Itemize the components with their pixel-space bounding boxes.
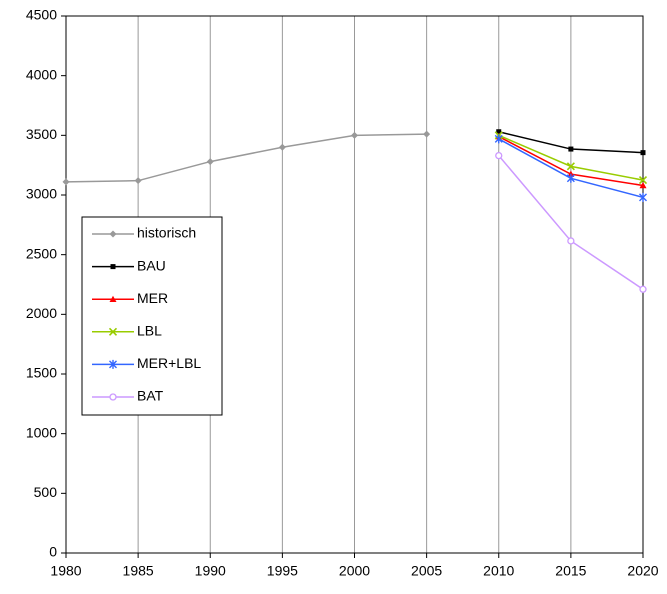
marker-part	[567, 170, 575, 177]
y-tick-label: 2000	[26, 305, 57, 321]
x-tick-label: 1985	[123, 563, 154, 579]
x-tick-label: 2015	[555, 563, 586, 579]
marker-part	[62, 178, 70, 186]
marker-part	[639, 192, 647, 202]
legend-label: historisch	[137, 225, 196, 241]
marker-part	[566, 173, 575, 183]
x-tick-label: 1980	[50, 563, 81, 579]
marker	[423, 130, 431, 138]
marker	[639, 285, 647, 293]
marker	[109, 230, 117, 238]
y-tick-label: 0	[49, 544, 57, 560]
legend-label: BAT	[137, 388, 164, 404]
marker	[351, 131, 358, 139]
legend-label: BAU	[137, 257, 166, 273]
marker	[109, 359, 117, 369]
marker	[639, 181, 647, 189]
marker	[567, 170, 575, 177]
y-tick-label: 2500	[26, 245, 57, 261]
marker	[495, 151, 503, 160]
marker-part	[278, 143, 286, 151]
legend-label: LBL	[137, 323, 162, 339]
marker-part	[640, 150, 646, 156]
marker-part	[639, 181, 647, 189]
marker-part	[109, 230, 117, 238]
marker-part	[109, 295, 117, 302]
marker-part	[567, 237, 575, 245]
legend-label: MER+LBL	[137, 355, 201, 371]
marker	[494, 134, 503, 144]
marker	[568, 146, 574, 152]
marker	[206, 158, 214, 166]
legend: historisch BAU MER LBL MER+LBL BAT	[81, 216, 223, 416]
marker	[639, 192, 647, 202]
marker-part	[495, 151, 503, 160]
marker-part	[351, 131, 358, 139]
marker	[108, 327, 118, 336]
marker	[109, 295, 117, 302]
marker-part	[110, 264, 116, 270]
marker-part	[568, 146, 574, 152]
marker	[496, 129, 502, 135]
marker	[566, 162, 575, 171]
y-tick-label: 500	[34, 484, 58, 500]
x-tick-label: 2010	[483, 563, 514, 579]
y-tick-label: 1000	[26, 424, 57, 440]
marker-part	[108, 327, 118, 336]
marker-part	[134, 177, 142, 185]
legend-box	[81, 216, 223, 416]
marker	[567, 237, 575, 245]
y-tick-label: 4500	[26, 7, 57, 23]
x-tick-label: 2000	[339, 563, 370, 579]
legend-label: MER	[137, 290, 168, 306]
marker	[638, 176, 648, 185]
marker	[62, 178, 70, 186]
marker	[109, 393, 117, 401]
plot-border	[65, 15, 644, 554]
marker-part	[494, 134, 503, 144]
marker-part	[638, 176, 648, 185]
marker-part	[639, 285, 647, 293]
marker	[640, 150, 646, 156]
x-tick-label: 2005	[411, 563, 442, 579]
y-tick-label: 3000	[26, 186, 57, 202]
marker	[134, 177, 142, 185]
marker-part	[109, 359, 117, 369]
marker-part	[109, 393, 117, 401]
marker	[110, 264, 116, 270]
marker	[566, 173, 575, 183]
x-tick-label: 2020	[627, 563, 658, 579]
marker-part	[496, 129, 502, 135]
y-tick-label: 3500	[26, 126, 57, 142]
marker-part	[206, 158, 214, 166]
marker-part	[566, 162, 575, 171]
y-tick-label: 4000	[26, 66, 57, 82]
marker	[278, 143, 286, 151]
series-line	[65, 133, 427, 183]
x-tick-label: 1990	[195, 563, 226, 579]
x-tick-label: 1995	[267, 563, 298, 579]
marker-part	[423, 130, 431, 138]
y-tick-label: 1500	[26, 365, 57, 381]
